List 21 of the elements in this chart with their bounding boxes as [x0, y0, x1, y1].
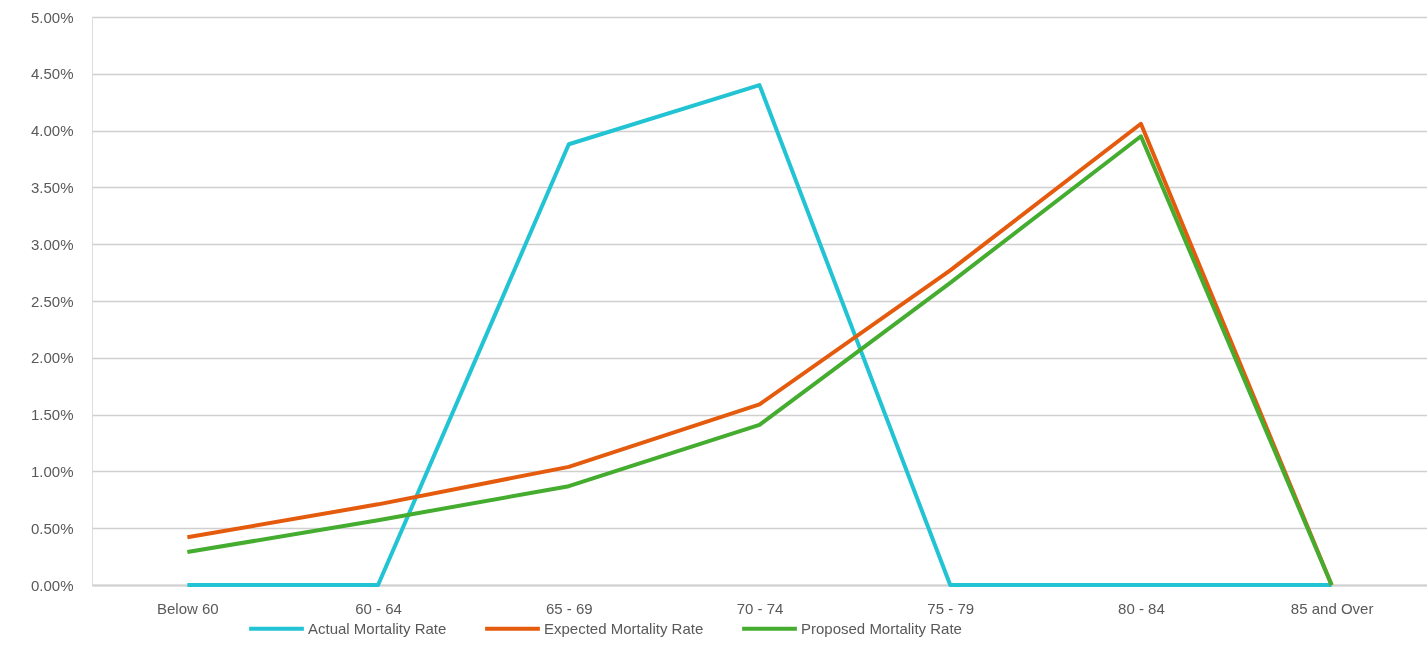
y-tick-label: 2.00% — [30, 349, 74, 367]
x-tick-label: 75 - 79 — [927, 599, 975, 617]
x-tick-label: 70 - 74 — [736, 599, 784, 617]
x-tick-label: Below 60 — [157, 599, 219, 617]
x-tick-label: 60 - 64 — [355, 599, 402, 617]
legend-label: Expected Mortality Rate — [544, 619, 704, 637]
x-tick-label: 85 and Over — [1290, 599, 1374, 617]
y-tick-label: 1.00% — [30, 462, 74, 480]
legend-label: Actual Mortality Rate — [308, 619, 447, 637]
y-tick-label: 4.00% — [30, 122, 74, 140]
y-tick-label: 4.50% — [30, 65, 74, 83]
y-tick-label: 0.00% — [30, 576, 74, 594]
y-tick-label: 3.00% — [30, 235, 74, 253]
y-tick-label: 0.50% — [30, 519, 74, 537]
y-tick-label: 5.00% — [30, 8, 74, 26]
x-tick-label: 80 - 84 — [1118, 599, 1165, 617]
y-tick-label: 2.50% — [30, 292, 74, 310]
legend-label: Proposed Mortality Rate — [801, 619, 962, 637]
y-tick-label: 1.50% — [30, 406, 74, 424]
y-tick-label: 3.50% — [30, 178, 74, 196]
x-tick-label: 65 - 69 — [545, 599, 593, 617]
